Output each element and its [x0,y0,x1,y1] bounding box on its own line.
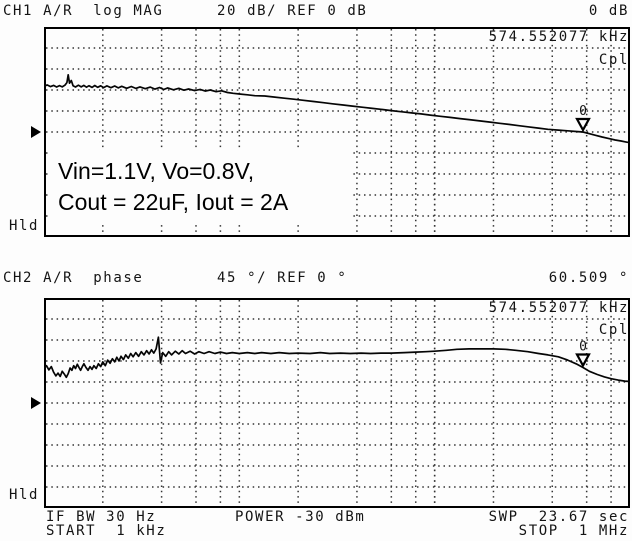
marker-number-label: 0 [579,104,587,119]
ch2-reference-arrow-icon [31,397,41,409]
power-level-status: POWER -30 dBm [235,509,366,525]
start-frequency-status: START 1 kHz [46,523,167,539]
ch1-plot-grid: 0 [44,27,630,237]
marker-triangle-icon [575,117,591,133]
annotation-line-1: Vin=1.1V, Vo=0.8V, [58,158,255,184]
ch1-marker-frequency: 574.552077 kHz [488,29,629,45]
sweep-time-status: SWP 23.67 sec [488,509,629,525]
marker-number-label: 0 [579,340,587,355]
ch2-coupling-badge: Cpl [598,322,629,338]
ch2-marker-value: 60.509 ° [548,270,629,286]
ch2-scale-ref: 45 °/ REF 0 ° [217,270,348,286]
ch2-hold-status: Hld [9,487,40,503]
ch2-header-label: CH2 A/R phase [3,270,144,286]
ch1-hold-status: Hld [9,218,40,234]
ch1-header-label: CH1 A/R log MAG [3,3,164,19]
if-bandwidth-status: IF BW 30 Hz [46,509,157,525]
ch2-plot-grid: 0 [44,298,630,508]
measurement-annotation: Vin=1.1V, Vo=0.8V, Cout = 22uF, Iout = 2… [50,150,350,224]
marker-triangle-icon [575,353,591,368]
annotation-line-2: Cout = 22uF, Iout = 2A [58,189,289,215]
ch1-coupling-badge: Cpl [598,52,629,68]
stop-frequency-status: STOP 1 MHz [518,523,629,539]
ch1-reference-arrow-icon [31,126,41,138]
ch2-marker-frequency: 574.552077 kHz [488,300,629,316]
ch1-scale-ref: 20 dB/ REF 0 dB [217,3,368,19]
ch1-marker-value: 0 dB [588,3,629,19]
